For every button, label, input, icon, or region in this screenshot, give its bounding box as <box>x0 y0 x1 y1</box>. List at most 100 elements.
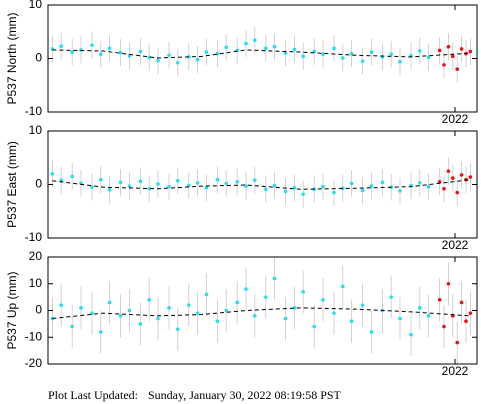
y-tick-label: -10 <box>25 230 43 244</box>
data-point <box>301 54 306 59</box>
data-point <box>418 306 422 310</box>
data-point <box>451 176 455 180</box>
y-axis-label: P537 East (mm) <box>5 141 19 228</box>
data-point <box>459 173 464 177</box>
data-point <box>446 281 451 286</box>
data-point <box>107 46 112 51</box>
data-point <box>224 181 228 186</box>
data-point <box>156 182 160 186</box>
data-point <box>99 52 103 57</box>
data-point <box>138 49 143 54</box>
data-point <box>138 179 143 184</box>
y-tick-label: 10 <box>29 123 43 137</box>
data-point <box>446 169 451 173</box>
data-point <box>195 181 200 185</box>
data-point <box>292 47 297 52</box>
data-point <box>442 63 446 67</box>
y-tick-label: 20 <box>29 249 43 263</box>
data-point <box>167 184 171 189</box>
data-point <box>50 172 55 176</box>
data-point <box>59 303 63 307</box>
data-point <box>349 181 354 186</box>
data-point <box>253 38 257 43</box>
data-point <box>235 180 239 184</box>
data-point <box>244 41 248 46</box>
data-point <box>418 181 422 185</box>
y-axis-label: P537 Up (mm) <box>5 271 19 349</box>
data-point <box>437 180 442 184</box>
y-tick-label: 0 <box>35 51 42 65</box>
data-point <box>167 53 171 58</box>
data-point <box>167 306 171 310</box>
data-point <box>464 319 468 324</box>
data-point <box>301 289 306 294</box>
data-point <box>389 52 394 57</box>
data-point <box>70 174 74 179</box>
data-point <box>468 49 473 54</box>
data-point <box>459 47 464 51</box>
data-point <box>332 311 336 315</box>
data-point <box>138 322 143 326</box>
x-tick-label: 2022 <box>442 364 469 378</box>
data-point <box>312 324 317 329</box>
data-point <box>292 306 297 310</box>
data-point <box>398 189 402 193</box>
data-point <box>321 184 325 189</box>
y-axis-label: P537 North (mm) <box>5 12 19 104</box>
data-point <box>99 330 103 334</box>
data-point <box>187 303 191 307</box>
data-point <box>118 180 123 185</box>
data-point <box>341 186 345 191</box>
data-point <box>283 316 288 321</box>
data-point <box>459 300 464 305</box>
data-point <box>224 45 228 50</box>
data-point <box>437 298 442 302</box>
data-point <box>107 300 112 305</box>
data-point <box>369 184 374 188</box>
data-point <box>332 46 336 51</box>
data-point <box>90 185 94 189</box>
data-point <box>59 178 63 183</box>
data-point <box>90 43 94 47</box>
data-point <box>409 332 413 337</box>
data-point <box>341 284 345 289</box>
data-point <box>253 178 257 183</box>
data-point <box>99 177 103 182</box>
data-point <box>215 51 220 56</box>
data-point <box>451 54 455 59</box>
data-point <box>389 295 394 299</box>
data-point <box>244 287 248 291</box>
data-point <box>79 306 83 310</box>
data-point <box>50 316 55 321</box>
data-point <box>147 298 151 302</box>
data-point <box>426 184 431 189</box>
data-point <box>283 51 288 55</box>
y-tick-label: 0 <box>35 177 42 191</box>
data-point <box>272 44 277 49</box>
data-point <box>70 324 74 329</box>
data-point <box>79 48 83 52</box>
x-tick-label: 2022 <box>442 112 469 126</box>
footer-label: Plot Last Updated: <box>48 388 138 402</box>
data-point <box>264 46 268 51</box>
data-point <box>224 308 228 313</box>
data-point <box>455 190 460 195</box>
data-point <box>426 55 431 60</box>
data-point <box>349 319 354 324</box>
data-point <box>59 44 63 48</box>
data-point <box>204 292 209 297</box>
data-point <box>272 183 277 188</box>
data-point <box>107 188 112 192</box>
data-point <box>264 187 268 192</box>
data-point <box>455 67 460 71</box>
data-point <box>244 184 248 188</box>
x-tick-label: 2022 <box>442 238 469 252</box>
model-line <box>52 179 471 190</box>
y-tick-label: 10 <box>29 276 43 290</box>
plot-frame <box>47 4 478 113</box>
data-point <box>418 49 422 53</box>
data-point <box>176 178 180 183</box>
data-point <box>369 50 374 54</box>
data-point <box>215 177 220 182</box>
